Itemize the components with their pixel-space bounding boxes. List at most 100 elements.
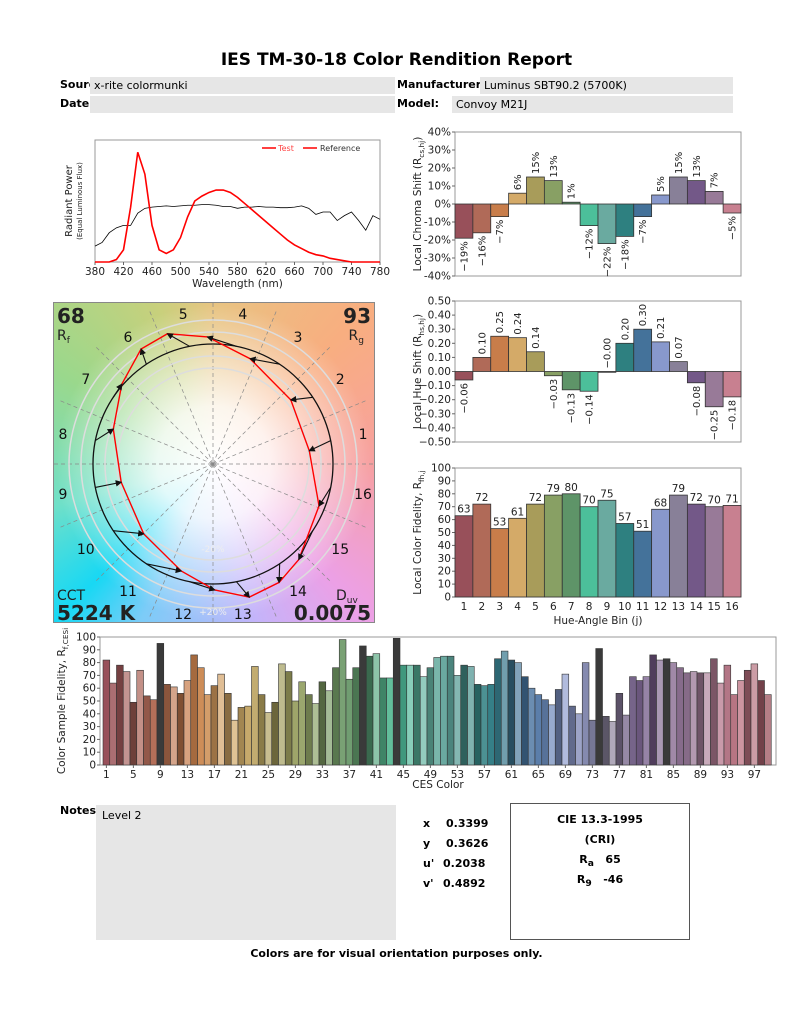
chroma-shift-y-tick-label: -20% [424,235,451,247]
cct-label: CCT [57,588,86,604]
manufacturer-label: Manufacturer: [397,78,486,91]
date-field [90,96,395,113]
ces-bar-92 [716,682,725,766]
local-fidelity-bar-label: 71 [725,493,738,505]
ces-bar-93 [723,664,732,766]
local-fidelity-x-tick-label: 9 [604,601,611,613]
ces-bar-76 [608,721,617,766]
local-fidelity-x-tick-label: 2 [478,601,485,613]
hue-shift-y-tick-label: −0.10 [419,380,451,392]
ces-bar-87 [683,672,691,766]
shift-arrow-bin-11 [146,563,183,574]
duv-value: 0.0075 [294,601,371,625]
local-fidelity-y-tick-label: 80 [438,488,451,500]
hue-shift-bar-1 [454,371,474,381]
bin-boundary-line [212,311,277,465]
source-field: x-rite colormunki [90,77,395,94]
ces-bar-31 [305,694,313,766]
hue-shift-bar-3 [490,335,510,372]
rf-label: Rf [57,328,71,346]
local-fidelity-bar-7 [561,493,581,598]
ces-bar-82 [649,654,657,766]
ces-x-tick-label: 21 [235,769,248,781]
reference-ring [80,331,346,597]
chroma-shift-y-tick-label: -40% [424,271,451,283]
ces-bar-41 [372,653,381,766]
chroma-shift-bar-label: 7% [710,173,721,189]
hue-shift-bar-label: 0.10 [477,332,488,354]
ces-x-tick-label: 93 [721,769,734,781]
chroma-shift-bar-label: −7% [638,220,649,244]
ces-bar-27 [278,663,286,766]
hue-shift-bar-12 [651,341,670,372]
hue-shift-y-tick-label: 0.50 [428,296,451,308]
chroma-shift-y-tick-label: -30% [424,253,451,265]
model-field: Convoy M21J [452,96,733,113]
bin-label-6: 6 [124,330,133,346]
ces-x-tick-label: 33 [316,769,329,781]
hue-shift-bar-15 [704,371,724,408]
hue-shift-bar-label: −0.06 [459,383,470,414]
hue-shift-y-tick-label: 0.20 [428,338,451,350]
ces-bar-5 [129,701,138,766]
hue-shift-bar-8 [579,371,599,392]
bin-label-14: 14 [289,584,307,600]
ces-bar-79 [629,676,637,766]
local-fidelity-bar-label: 72 [529,492,542,504]
chroma-shift-bar-4 [508,192,527,205]
ces-bar-71 [575,713,583,766]
chroma-shift-bar-label: 1% [567,183,578,199]
bin-boundary-line [96,347,214,465]
local-fidelity-y-tick-label: 10 [438,579,451,591]
v-prime-value: 0.4892 [443,877,486,890]
x-value: 0.3399 [446,817,489,830]
chroma-shift-bar-label: −18% [620,239,631,270]
ces-bar-62 [514,662,522,766]
ces-bar-52 [446,655,455,766]
ces-bar-81 [642,676,651,766]
ces-x-tick-label: 73 [586,769,599,781]
chroma-shift-bar-5 [526,176,545,205]
ces-bar-70 [568,705,576,766]
ces-x-tick-label: 13 [181,769,194,781]
y-label: y [423,837,431,850]
hue-shift-bar-14 [686,371,706,384]
local-fidelity-y-label: Local Color Fidelity, Rfh,j [412,470,426,594]
local-fidelity-x-tick-label: 4 [514,601,521,613]
ces-x-tick-label: 1 [103,769,110,781]
manufacturer-field: Luminus SBT90.2 (5700K) [480,77,733,94]
bin-label-9: 9 [58,487,67,503]
bin-label-2: 2 [336,372,345,388]
ces-bar-83 [656,659,664,766]
bin-label-15: 15 [331,542,349,558]
hue-shift-y-tick-label: −0.30 [419,408,451,420]
local-fidelity-bar-13 [669,494,688,598]
ces-bar-35 [332,667,340,766]
spectrum-x-tick-label: 500 [170,266,190,278]
ces-bar-9 [156,643,165,766]
ces-x-tick-label: 9 [157,769,164,781]
chroma-shift-bar-6 [543,180,563,205]
ces-bar-7 [143,695,151,766]
bin-label-3: 3 [294,330,303,346]
local-fidelity-bar-label: 70 [708,495,721,507]
shift-arrow-bin-2 [289,395,313,403]
local-fidelity-x-tick-label: 10 [618,601,631,613]
bin-label-4: 4 [238,307,247,323]
spectrum-x-tick-label: 420 [113,266,133,278]
local-fidelity-bar-label: 68 [654,497,667,509]
spectrum-x-tick-label: 580 [227,266,247,278]
local-fidelity-x-tick-label: 15 [708,601,721,613]
ces-bar-90 [703,672,711,766]
ces-bar-2 [109,682,117,766]
local-fidelity-bar-label: 75 [600,488,613,500]
local-fidelity-x-tick-label: 1 [461,601,468,613]
chroma-shift-bar-label: −12% [585,229,596,260]
ces-bar-23 [251,666,259,766]
bin-boundary-line [96,463,214,581]
ces-bar-14 [190,654,198,766]
hue-shift-bar-10 [615,342,635,372]
ces-y-tick-label: 60 [83,683,96,695]
ces-bar-1 [102,659,111,766]
ces-bar-97 [750,663,759,766]
